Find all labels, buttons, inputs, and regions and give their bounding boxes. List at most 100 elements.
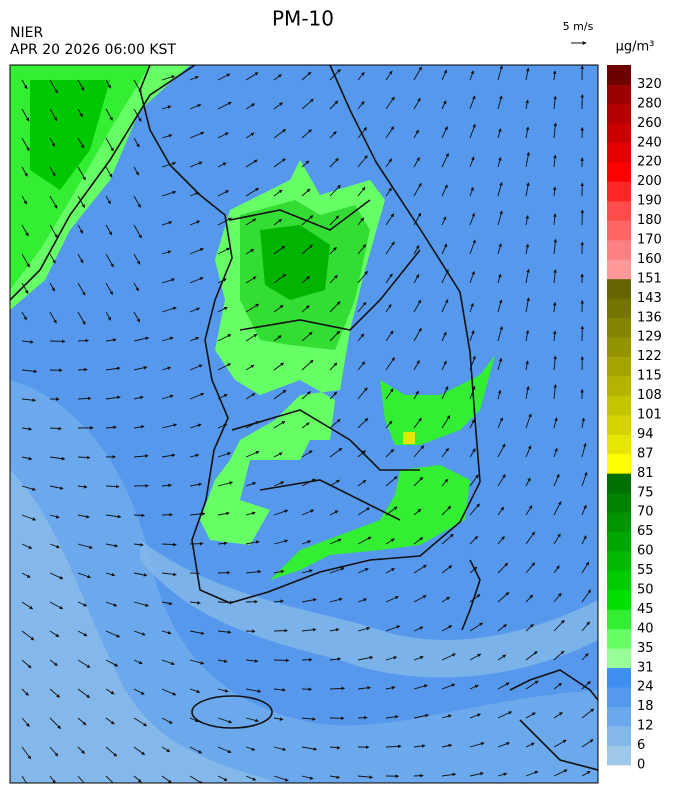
wind-arrow xyxy=(329,628,340,632)
wind-arrow xyxy=(469,594,481,603)
wind-arrow xyxy=(469,713,481,719)
wind-arrow xyxy=(497,210,503,226)
colorbar-swatch xyxy=(607,317,631,338)
wind-arrow xyxy=(217,363,232,371)
wind-arrow xyxy=(497,506,505,516)
colorbar-swatch xyxy=(607,162,631,182)
wind-arrow xyxy=(357,598,368,603)
wind-arrow xyxy=(217,630,232,634)
colorbar-label: 129 xyxy=(637,330,662,345)
wind-arrow xyxy=(273,717,284,721)
colorbar-swatch xyxy=(607,434,631,455)
wind-arrow xyxy=(161,601,173,606)
wind-arrow xyxy=(273,273,287,284)
wind-arrow xyxy=(49,601,64,610)
wind-arrow xyxy=(441,596,451,603)
wind-arrow xyxy=(441,533,454,545)
wind-arrow xyxy=(469,239,476,255)
datetime: APR 20 2026 06:00 KST xyxy=(10,42,176,58)
wind-arrow xyxy=(105,79,111,89)
wind-arrow xyxy=(581,770,591,777)
wind-arrow xyxy=(357,127,367,139)
wind-arrow xyxy=(189,307,201,313)
wind-arrow xyxy=(77,79,85,91)
colorbar-swatch xyxy=(607,103,631,124)
wind-arrow xyxy=(525,712,536,719)
wind-arrow xyxy=(105,688,115,695)
wind-arrow xyxy=(441,184,448,197)
wind-arrow xyxy=(105,543,119,548)
wind-arrow xyxy=(497,243,502,255)
wind-arrow xyxy=(49,224,58,239)
sea-lightest xyxy=(10,470,280,783)
wind-arrow xyxy=(161,688,177,696)
wind-arrow xyxy=(357,775,374,779)
colorbar-swatch xyxy=(607,356,631,377)
wind-arrow xyxy=(469,270,475,284)
wind-arrow xyxy=(525,742,535,748)
wind-arrow xyxy=(301,775,314,780)
colorbar-swatch xyxy=(607,65,631,85)
sea-band xyxy=(140,540,598,678)
wind-arrow xyxy=(161,775,172,783)
wind-arrow xyxy=(385,420,393,429)
colorbar-label: 55 xyxy=(637,563,654,578)
wind-arrow xyxy=(413,359,420,371)
wind-arrow xyxy=(413,626,424,632)
wind-arrow xyxy=(301,129,312,139)
colorbar-swatch xyxy=(607,298,631,319)
wind-arrow xyxy=(469,186,474,197)
wind-arrow xyxy=(385,715,399,719)
wind-arrow xyxy=(469,95,476,110)
colorbar-label: 108 xyxy=(637,388,662,403)
colorbar-swatch xyxy=(607,395,631,416)
wind-arrow xyxy=(469,385,476,400)
colorbar-swatch xyxy=(607,492,631,513)
wind-arrow xyxy=(217,306,228,313)
wind-arrow xyxy=(77,108,83,118)
wind-arrow xyxy=(413,273,420,284)
wind-arrow xyxy=(77,717,87,726)
wind-arrow xyxy=(189,630,205,635)
wind-arrow xyxy=(105,514,122,519)
wind-arrow xyxy=(525,624,534,632)
wind-arrow xyxy=(217,162,227,168)
wind-arrow xyxy=(77,601,88,607)
wind-arrow xyxy=(273,245,286,255)
wind-arrow xyxy=(385,744,402,749)
wind-arrow xyxy=(189,364,203,371)
colorbar-label: 101 xyxy=(637,408,662,423)
wind-arrow xyxy=(133,717,148,727)
wind-arrow xyxy=(273,688,286,692)
wind-arrow xyxy=(161,453,176,458)
wind-arrow xyxy=(273,420,286,429)
wind-arrow xyxy=(413,327,422,342)
wind-arrow xyxy=(217,217,232,226)
wind-arrow xyxy=(301,509,315,516)
wind-arrow xyxy=(301,188,311,197)
wind-arrow xyxy=(301,160,310,168)
wind-arrow xyxy=(301,391,311,400)
colorbar-swatch xyxy=(607,473,631,494)
wind-arrow xyxy=(553,154,557,168)
wind-arrow xyxy=(329,131,337,139)
wind-arrow xyxy=(273,628,288,633)
colorbar-label: 200 xyxy=(637,174,662,189)
wind-arrow xyxy=(245,364,255,371)
wind-arrow xyxy=(105,395,121,400)
wind-arrow xyxy=(105,601,118,607)
wind-arrow xyxy=(105,311,112,321)
wind-arrow xyxy=(469,212,475,226)
wind-arrow xyxy=(413,773,424,778)
colorbar-swatch xyxy=(607,181,631,202)
wind-arrow xyxy=(357,186,366,197)
wind-arrow xyxy=(413,66,422,81)
wind-arrow xyxy=(21,717,30,727)
wind-arrow xyxy=(245,103,256,110)
hotspot xyxy=(403,432,415,444)
wind-arrow xyxy=(245,569,262,574)
wind-arrow xyxy=(357,626,371,632)
wind-arrow xyxy=(217,101,232,110)
wind-arrow xyxy=(21,224,29,237)
wind-arrow xyxy=(413,713,429,719)
